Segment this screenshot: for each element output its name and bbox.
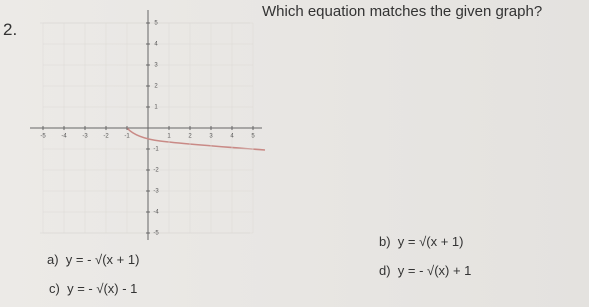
graph: -5 -4 -3 -2 -1 1 2 3 4 5 5 4 3 2 1 -1 -2 -3 -4 -5 — [30, 10, 266, 240]
x-tick-label: -2 — [103, 134, 109, 140]
x-tick-label: -1 — [124, 134, 130, 140]
y-tick-label: 3 — [154, 63, 158, 69]
y-tick-label: -4 — [153, 210, 159, 216]
option-b: b) y = √(x + 1) — [379, 234, 463, 249]
x-tick-label: -5 — [40, 134, 46, 140]
option-letter: d) — [379, 263, 391, 278]
question-text: Which equation matches the given graph? — [262, 3, 543, 20]
y-tick-label: -5 — [153, 231, 159, 237]
option-text: y = - √(x) + 1 — [397, 263, 472, 278]
curve — [126, 127, 266, 151]
y-tick-label: 5 — [154, 21, 158, 27]
option-letter: a) — [47, 252, 59, 267]
x-tick-label: 1 — [167, 134, 171, 140]
x-tick-label: -3 — [82, 134, 88, 140]
y-tick-label: -1 — [153, 147, 159, 153]
option-c: c) y = - √(x) - 1 — [49, 281, 137, 296]
y-tick-label: 4 — [154, 42, 158, 48]
question-number: 2. — [3, 20, 18, 39]
option-text: y = - √(x + 1) — [65, 252, 140, 267]
option-a: a) y = - √(x + 1) — [47, 252, 139, 267]
option-letter: b) — [379, 234, 391, 249]
x-tick-label: 5 — [251, 134, 255, 140]
x-tick-label: 4 — [230, 134, 234, 140]
option-letter: c) — [49, 281, 60, 296]
y-tick-label: -2 — [153, 168, 159, 174]
option-text: y = - √(x) - 1 — [67, 281, 138, 296]
option-text: y = √(x + 1) — [397, 234, 464, 249]
option-d: d) y = - √(x) + 1 — [379, 263, 471, 278]
y-tick-label: 1 — [154, 105, 158, 111]
x-tick-label: 3 — [209, 134, 213, 140]
y-tick-label: -3 — [153, 189, 159, 195]
y-tick-label: 2 — [154, 84, 158, 90]
x-tick-label: -4 — [61, 134, 67, 140]
x-tick-label: 2 — [188, 134, 192, 140]
